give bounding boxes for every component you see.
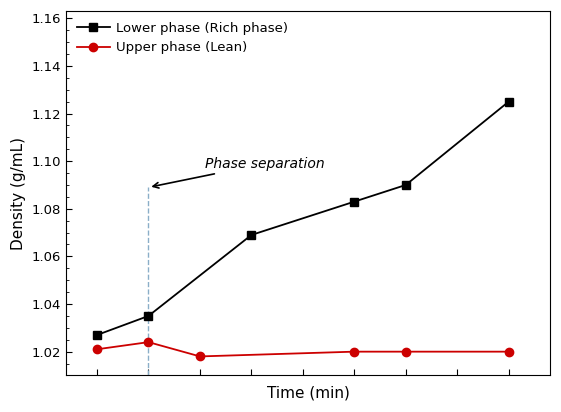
- Upper phase (Lean): [402, 349, 409, 354]
- Lower phase (Rich phase): [351, 199, 358, 204]
- Line: Upper phase (Lean): Upper phase (Lean): [93, 338, 513, 360]
- Text: Phase separation: Phase separation: [153, 157, 325, 188]
- Lower phase (Rich phase): [145, 314, 152, 318]
- X-axis label: Time (min): Time (min): [266, 386, 350, 401]
- Line: Lower phase (Rich phase): Lower phase (Rich phase): [93, 98, 513, 339]
- Upper phase (Lean): [196, 354, 203, 359]
- Lower phase (Rich phase): [248, 232, 255, 237]
- Upper phase (Lean): [351, 349, 358, 354]
- Lower phase (Rich phase): [505, 99, 512, 104]
- Lower phase (Rich phase): [94, 332, 100, 337]
- Upper phase (Lean): [94, 347, 100, 352]
- Upper phase (Lean): [145, 339, 152, 344]
- Y-axis label: Density (g/mL): Density (g/mL): [11, 137, 26, 250]
- Lower phase (Rich phase): [402, 183, 409, 187]
- Upper phase (Lean): [505, 349, 512, 354]
- Legend: Lower phase (Rich phase), Upper phase (Lean): Lower phase (Rich phase), Upper phase (L…: [73, 18, 292, 58]
